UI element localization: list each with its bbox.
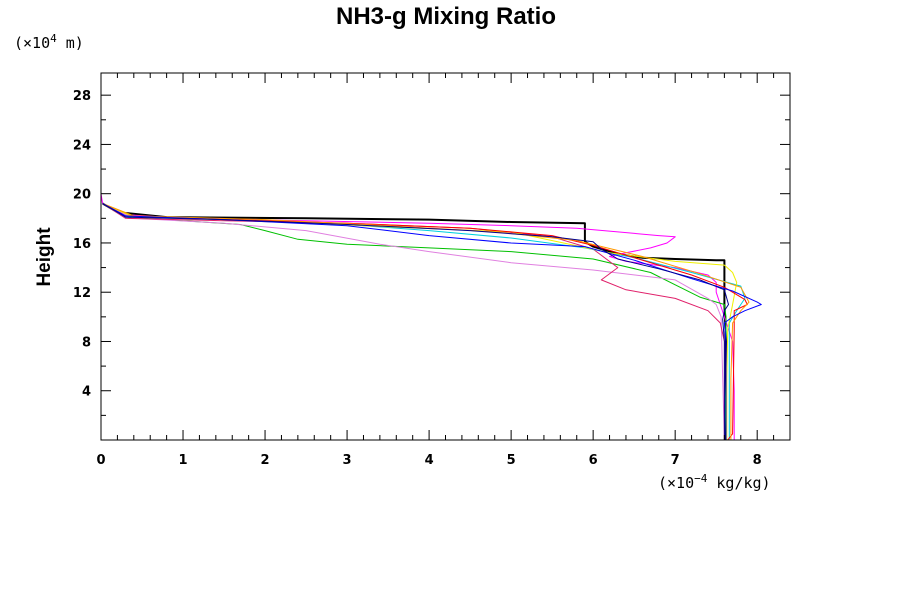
x-tick-label: 5 bbox=[507, 453, 516, 468]
y-tick-label: 20 bbox=[73, 188, 91, 203]
series-line-violet bbox=[102, 203, 725, 441]
x-tick-label: 2 bbox=[261, 453, 270, 468]
y-unit-label: (×104 m) bbox=[14, 32, 84, 52]
y-tick-label: 12 bbox=[73, 286, 91, 301]
y-tick-label: 16 bbox=[73, 237, 91, 252]
series-line-navy bbox=[102, 203, 729, 440]
x-tick-label: 6 bbox=[589, 453, 598, 468]
series-line-cyan bbox=[102, 203, 746, 440]
series-line-magenta bbox=[102, 203, 735, 440]
series-layer bbox=[100, 73, 762, 441]
series-line-black bbox=[102, 202, 727, 440]
x-tick-label: 4 bbox=[425, 453, 434, 468]
series-line-red bbox=[102, 203, 748, 441]
series-line-orange bbox=[102, 203, 750, 440]
x-tick-label: 1 bbox=[179, 453, 188, 468]
plot-frame bbox=[100, 72, 791, 441]
x-unit-label: (×10−4 kg/kg) bbox=[658, 472, 771, 492]
series-line-green bbox=[102, 203, 727, 441]
x-tick-label: 7 bbox=[671, 453, 680, 468]
x-tick-label: 0 bbox=[96, 453, 105, 468]
chart-title: NH3-g Mixing Ratio bbox=[336, 3, 556, 30]
y-tick-label: 4 bbox=[82, 385, 91, 400]
series-line-blue bbox=[102, 203, 762, 440]
y-tick-label: 24 bbox=[73, 138, 91, 153]
x-tick-label: 3 bbox=[343, 453, 352, 468]
series-line-yellow bbox=[102, 203, 738, 440]
x-tick-label: 8 bbox=[753, 453, 762, 468]
y-axis-label: Height bbox=[34, 227, 55, 287]
y-tick-label: 28 bbox=[73, 89, 91, 104]
series-line-crimson bbox=[102, 203, 725, 440]
y-tick-label: 8 bbox=[82, 335, 91, 350]
